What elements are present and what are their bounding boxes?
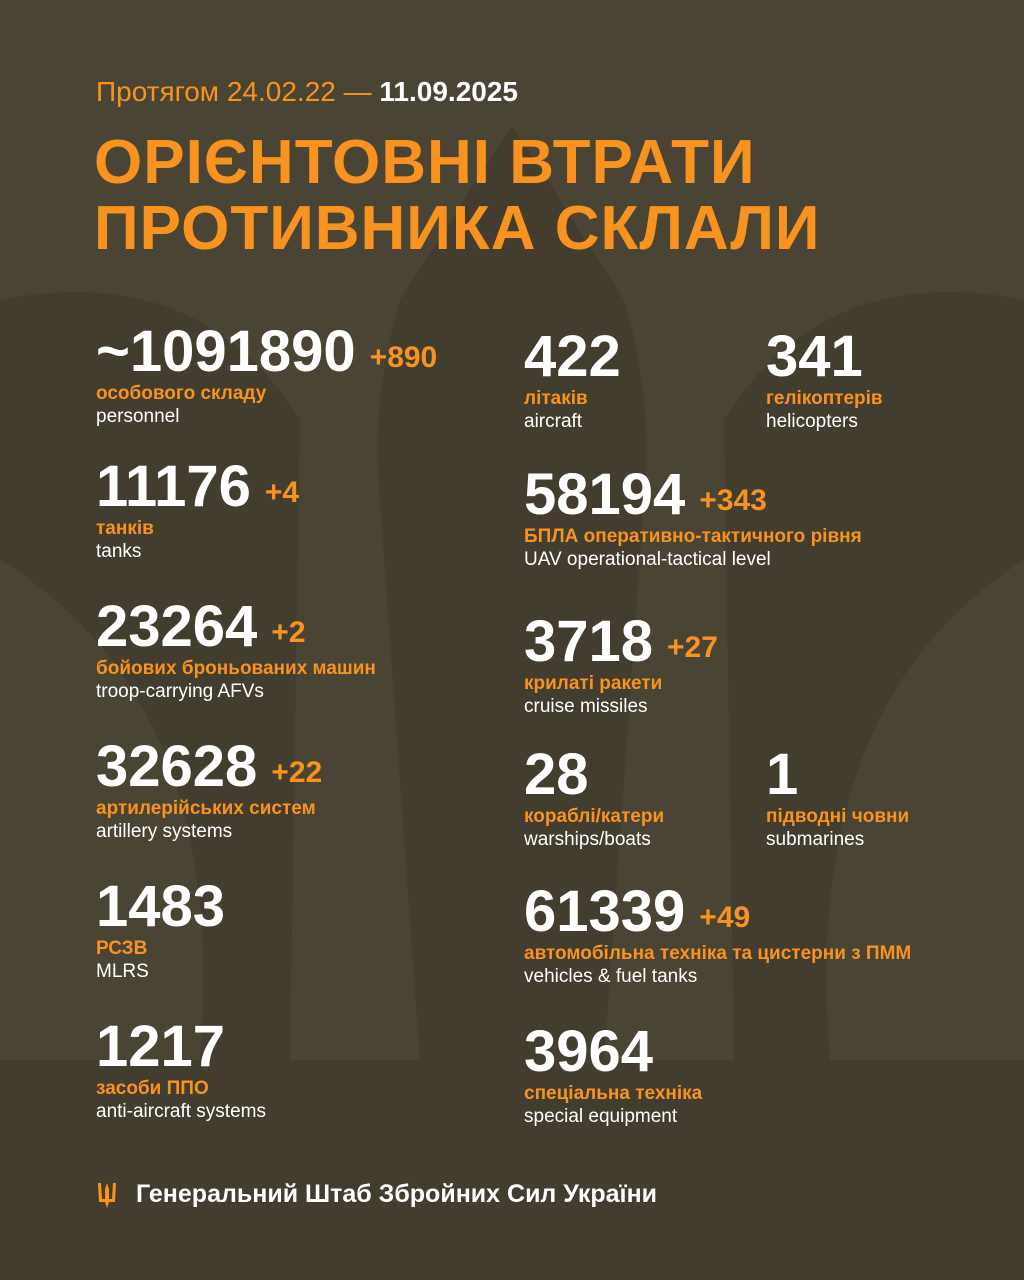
stat-special-equipment: 3964 спеціальна техніка special equipment (524, 1022, 702, 1128)
stat-label-ua: БПЛА оперативно-тактичного рівня (524, 526, 862, 547)
trident-icon (98, 1182, 116, 1208)
page-title: ОРІЄНТОВНІ ВТРАТИ ПРОТИВНИКА СКЛАЛИ (94, 130, 820, 262)
stat-label-en: tanks (96, 541, 142, 562)
stat-label-ua: кораблі/катери (524, 806, 665, 827)
stat-tanks: 11176 +4 танків tanks (96, 457, 299, 563)
title-line-1: ОРІЄНТОВНІ ВТРАТИ (94, 128, 756, 197)
stat-troop-carrying-afvs: 23264 +2 бойових броньованих машин troop-ca… (96, 597, 376, 703)
stat-anti-aircraft-systems: 1217 засоби ППО anti-aircraft systems (96, 1017, 266, 1123)
stat-aircraft: 422 літаків aircraft (524, 327, 621, 433)
stat-value: 61339 (524, 879, 686, 944)
stat-cruise-missiles: 3718 +27 крилаті ракети cruise missiles (524, 612, 718, 718)
stat-label-en: helicopters (766, 411, 858, 432)
stat-value: 341 (766, 324, 863, 389)
stat-artillery-systems: 32628 +22 артилерійських систем artillery s… (96, 737, 322, 843)
stat-value: 11176 (96, 454, 251, 519)
stat-label-en: cruise missiles (524, 696, 648, 717)
stat-value: 1 (766, 742, 799, 807)
stat-value: 3964 (524, 1019, 654, 1084)
stat-increment: +22 (271, 756, 323, 789)
stat-label-en: MLRS (96, 961, 149, 982)
stat-value: 1217 (96, 1014, 226, 1079)
stat-label-en: special equipment (524, 1106, 678, 1127)
stat-label-ua: особового складу (96, 383, 267, 404)
stat-personnel: ~1091890 +890 особового складу personnel (96, 322, 437, 428)
stat-increment: +4 (264, 476, 300, 509)
footer: Генеральний Штаб Збройних Сил України (96, 1180, 657, 1209)
stat-label-ua: підводні човни (766, 806, 910, 827)
stat-label-ua: автомобільна техніка та цистерни з ПММ (524, 943, 912, 964)
stat-label-ua: літаків (524, 388, 588, 409)
stat-label-ua: бойових броньованих машин (96, 658, 376, 679)
stat-value: 23264 (96, 594, 258, 659)
stat-value: 3718 (524, 609, 654, 674)
stat-label-ua: засоби ППО (96, 1078, 209, 1099)
stat-increment: +27 (667, 631, 718, 664)
stat-label-en: personnel (96, 406, 180, 427)
stat-increment: +343 (699, 484, 767, 517)
stat-label-en: aircraft (524, 411, 583, 432)
stat-label-ua: артилерійських систем (96, 798, 316, 819)
stat-value: 1483 (96, 874, 226, 939)
stat-label-en: UAV operational-tactical level (524, 549, 771, 570)
footer-text: Генеральний Штаб Збройних Сил України (136, 1180, 658, 1208)
stat-increment: +2 (271, 616, 306, 649)
stat-value: 422 (524, 324, 621, 389)
title-line-2: ПРОТИВНИКА СКЛАЛИ (94, 194, 821, 263)
stat-value: 58194 (524, 462, 686, 527)
stat-label-en: artillery systems (96, 821, 233, 842)
stat-label-ua: крилаті ракети (524, 673, 663, 694)
stat-label-ua: гелікоптерів (766, 388, 883, 409)
stat-value: 28 (524, 742, 589, 807)
stat-uav-operational-tactical-level: 58194 +343 БПЛА оперативно-тактичного рівн… (524, 465, 862, 571)
stat-mlrs: 1483 РСЗВ MLRS (96, 877, 225, 983)
stat-label-ua: танків (96, 518, 154, 539)
stat-label-en: troop-carrying AFVs (96, 681, 264, 702)
period-end: 11.09.2025 (379, 76, 518, 107)
stat-value: ~1091890 (96, 319, 356, 384)
stat-label-ua: спеціальна техніка (524, 1083, 703, 1104)
stat-label-en: vehicles & fuel tanks (524, 966, 698, 987)
stat-value: 32628 (96, 734, 258, 799)
stat-vehicles-fuel-tanks: 61339 +49 автомобільна техніка та цистерни… (524, 882, 911, 988)
stat-label-en: submarines (766, 829, 865, 850)
stat-increment: +890 (369, 341, 438, 374)
stat-warships-boats: 28 кораблі/катери warships/boats (524, 745, 664, 851)
stat-increment: +49 (699, 901, 751, 934)
stat-label-en: anti-aircraft systems (96, 1101, 266, 1122)
stat-label-ua: РСЗВ (96, 938, 148, 959)
stat-submarines: 1 підводні човни submarines (766, 745, 909, 851)
period-subtitle: Протягом 24.02.22 — 11.09.2025 (96, 76, 518, 108)
stat-helicopters: 341 гелікоптерів helicopters (766, 327, 883, 433)
stat-label-en: warships/boats (524, 829, 651, 850)
period-start: Протягом 24.02.22 — (96, 76, 372, 107)
